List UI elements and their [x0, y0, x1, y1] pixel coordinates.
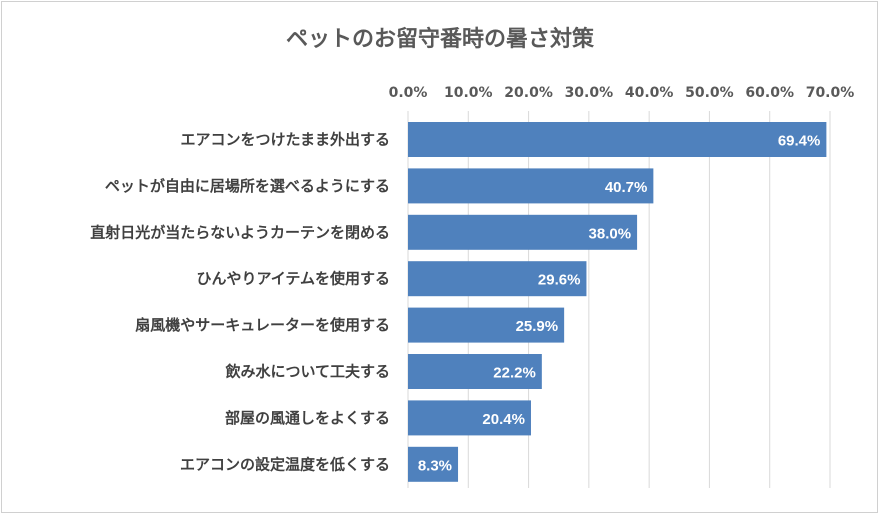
chart-title: ペットのお留守番時の暑さ対策: [286, 26, 595, 52]
data-label: 40.7%: [605, 179, 648, 196]
bars: [408, 122, 827, 482]
bar: [408, 168, 654, 204]
x-tick-label: 20.0%: [504, 85, 553, 101]
data-label: 69.4%: [778, 133, 821, 150]
category-label: ペットが自由に居場所を選べるようにする: [105, 177, 390, 195]
category-label: ひんやりアイテムを使用する: [196, 270, 390, 288]
data-label: 22.2%: [493, 365, 536, 382]
data-label: 25.9%: [516, 318, 559, 335]
bar: [408, 307, 565, 343]
x-tick-label: 0.0%: [389, 85, 428, 101]
category-labels: エアコンをつけたまま外出するペットが自由に居場所を選べるようにする直射日光が当た…: [90, 131, 390, 474]
data-labels: 69.4% 40.7% 38.0% 29.6% 25.9% 22.2% 20.4% 8.3%: [418, 133, 821, 475]
data-label: 38.0%: [589, 225, 632, 242]
category-label: 部屋の風通しをよくする: [225, 409, 390, 427]
data-label: 29.6%: [538, 272, 581, 289]
x-tick-label: 30.0%: [565, 85, 614, 101]
bar: [408, 400, 531, 436]
category-label: エアコンをつけたまま外出する: [180, 131, 390, 149]
bar: [408, 122, 827, 157]
bar: [408, 214, 638, 250]
category-label: エアコンの設定温度を低くする: [180, 455, 390, 473]
bar: [408, 261, 587, 297]
data-label: 20.4%: [482, 411, 525, 428]
category-label: 飲み水について工夫する: [224, 363, 390, 381]
bar: [408, 354, 542, 389]
bar: [408, 446, 459, 482]
x-tick-label: 10.0%: [444, 85, 493, 101]
x-tick-label: 50.0%: [685, 85, 734, 101]
category-label: 扇風機やサーキュレーターを使用する: [135, 316, 390, 334]
x-tick-label: 40.0%: [625, 85, 674, 101]
data-label: 8.3%: [418, 457, 452, 474]
x-axis-tick-labels: 0.0% 10.0% 20.0% 30.0% 40.0% 50.0% 60.0% 70.0%: [389, 85, 855, 101]
category-label: 直射日光が当たらないようカーテンを閉める: [90, 223, 390, 241]
x-tick-label: 70.0%: [806, 85, 855, 101]
x-tick-label: 60.0%: [745, 85, 794, 101]
